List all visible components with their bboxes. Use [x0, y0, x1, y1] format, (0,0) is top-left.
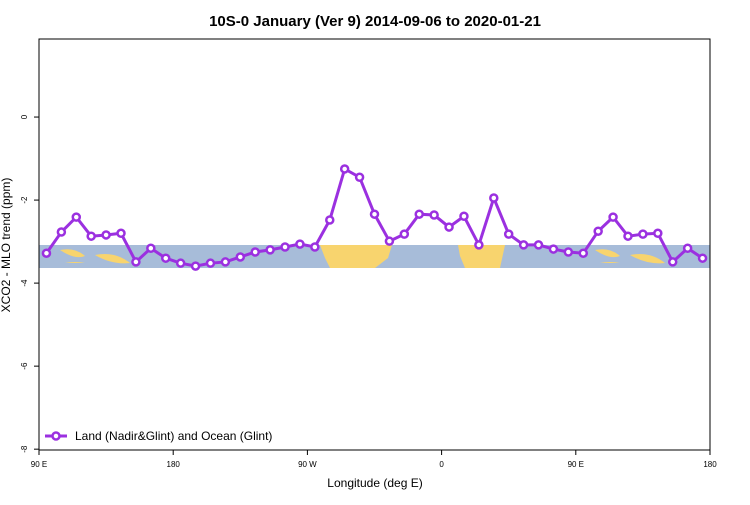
- point: [503, 229, 514, 239]
- x-tick-label: 0: [439, 460, 444, 469]
- point: [548, 244, 559, 254]
- point: [608, 212, 618, 222]
- point: [369, 209, 380, 219]
- plot-frame: [38, 38, 711, 451]
- point: [518, 240, 529, 250]
- y-axis-label: XCO2 - MLO trend (ppm): [0, 178, 13, 313]
- point: [131, 257, 141, 267]
- point: [474, 240, 484, 250]
- point: [71, 212, 82, 222]
- point: [56, 227, 67, 237]
- point: [623, 231, 633, 241]
- point: [653, 228, 663, 239]
- point: [429, 210, 439, 220]
- point: [578, 248, 589, 258]
- point: [682, 243, 693, 253]
- point: [160, 253, 171, 263]
- point: [444, 222, 454, 232]
- y-tick-label: -6: [20, 362, 29, 370]
- point: [533, 240, 544, 250]
- y-tick-label: -4: [20, 279, 29, 287]
- point: [235, 252, 246, 262]
- point: [86, 231, 96, 241]
- point: [489, 193, 499, 203]
- point: [697, 253, 708, 263]
- point: [384, 236, 395, 246]
- x-tick-label: 180: [167, 460, 181, 469]
- point: [41, 248, 52, 258]
- x-tick-label: 90 E: [31, 460, 47, 469]
- point: [190, 261, 201, 271]
- point: [101, 230, 111, 240]
- point: [265, 245, 275, 255]
- point: [325, 215, 335, 225]
- point: [205, 258, 216, 268]
- point: [339, 164, 350, 174]
- point: [250, 247, 260, 257]
- point: [459, 211, 469, 222]
- x-axis-label: Longitude (deg E): [327, 476, 422, 490]
- y-tick-label: 0: [20, 114, 29, 119]
- point: [280, 242, 290, 252]
- point: [563, 247, 574, 257]
- legend-marker: [51, 431, 61, 441]
- legend-label: Land (Nadir&Glint) and Ocean (Glint): [75, 429, 272, 443]
- x-tick-label: 90 W: [298, 460, 317, 469]
- point: [414, 209, 424, 219]
- point: [116, 228, 126, 239]
- y-tick-label: -8: [20, 445, 29, 453]
- x-tick-label: 90 E: [568, 460, 584, 469]
- point: [220, 257, 231, 267]
- point: [146, 243, 156, 253]
- point: [667, 257, 678, 267]
- point: [354, 172, 365, 182]
- point: [593, 226, 603, 236]
- x-tick-label: 180: [703, 460, 717, 469]
- point: [310, 242, 320, 252]
- point: [295, 239, 305, 249]
- point: [175, 258, 186, 268]
- point: [399, 229, 410, 239]
- chart-title: 10S-0 January (Ver 9) 2014-09-06 to 2020…: [209, 13, 541, 30]
- y-tick-label: -2: [20, 196, 29, 204]
- point: [638, 229, 648, 239]
